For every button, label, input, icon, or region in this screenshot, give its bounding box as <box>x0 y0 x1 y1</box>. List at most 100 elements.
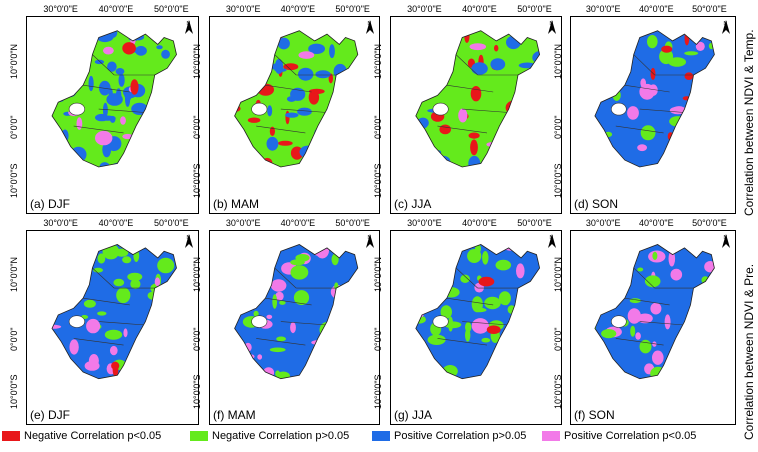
longitude-tick: 30°0'0"E <box>407 4 442 14</box>
map-panel-e: N (e) DJF 30°0'0"E 40°0'0"E 50°0'0"E 10°0'0… <box>9 218 199 425</box>
legend-label: Negative Correlation p>0.05 <box>212 430 350 442</box>
latitude-tick: 10°0'0"N <box>192 44 202 80</box>
row2-side-title: Correlation between NDVI & Pre. <box>742 263 756 440</box>
panel-label: (b) MAM <box>213 197 259 211</box>
longitude-tick: 50°0'0"E <box>692 218 727 228</box>
latitude-tick: 10°0'0"N <box>192 257 202 293</box>
longitude-tick: 40°0'0"E <box>462 4 497 14</box>
correlation-field <box>594 30 715 168</box>
longitude-tick: 50°0'0"E <box>154 4 189 14</box>
latitude-tick: 0°0'0" <box>373 327 383 351</box>
map-panel-d: N (d) SON 30°0'0"E 40°0'0"E 50°0'0"E 10°0'0… <box>553 4 736 214</box>
longitude-tick: 40°0'0"E <box>639 218 674 228</box>
correlation-field <box>415 244 540 379</box>
latitude-tick: 10°0'0"N <box>9 44 19 80</box>
legend: Negative Correlation p<0.05 Negative Cor… <box>0 430 758 448</box>
map-panel-b: N (b) MAM 30°0'0"E 40°0'0"E 50°0'0"E 10°0'0… <box>192 4 380 214</box>
longitude-tick: 50°0'0"E <box>692 4 727 14</box>
legend-label: Positive Correlation p>0.05 <box>394 430 527 442</box>
panel-label: (c) JJA <box>394 197 432 211</box>
map-panel-g: N (g) JJA 30°0'0"E 40°0'0"E 50°0'0"E 10°0'0… <box>373 218 562 425</box>
correlation-field <box>234 30 358 168</box>
correlation-field <box>415 30 540 168</box>
latitude-tick: 10°0'0"S <box>9 374 19 410</box>
legend-item: Positive Correlation p>0.05 <box>372 430 526 442</box>
legend-label: Negative Correlation p<0.05 <box>24 430 162 442</box>
longitude-tick: 30°0'0"E <box>43 4 78 14</box>
svg-text:N: N <box>550 21 554 27</box>
longitude-tick: 30°0'0"E <box>585 218 621 228</box>
latitude-tick: 0°0'0" <box>553 115 563 139</box>
longitude-tick: 50°0'0"E <box>154 218 189 228</box>
latitude-tick: 0°0'0" <box>192 327 202 351</box>
legend-swatch <box>2 431 20 441</box>
north-arrow-icon: N <box>363 18 377 38</box>
panel-label: (f) SON <box>574 408 615 422</box>
latitude-tick: 10°0'0"N <box>373 257 383 293</box>
north-arrow-icon: N <box>182 18 196 38</box>
longitude-tick: 40°0'0"E <box>98 4 134 14</box>
svg-text:N: N <box>724 21 728 27</box>
panel-label: (d) SON <box>574 197 619 211</box>
map-east-africa <box>51 30 177 168</box>
map-panel-a: N (a) DJF 30°0'0"E 40°0'0"E 50°0'0"E 10°0'0… <box>9 4 199 214</box>
map-east-africa <box>234 244 359 380</box>
north-arrow-icon: N <box>182 232 196 252</box>
north-arrow-icon: N <box>363 232 377 252</box>
latitude-tick: 10°0'0"N <box>553 257 563 293</box>
longitude-tick: 40°0'0"E <box>98 218 134 228</box>
north-arrow-icon: N <box>545 18 559 38</box>
longitude-tick: 50°0'0"E <box>517 218 552 228</box>
svg-text:N: N <box>368 235 372 241</box>
svg-text:N: N <box>724 235 728 241</box>
map-panel-c: N (c) JJA 30°0'0"E 40°0'0"E 50°0'0"E 10°0'0… <box>373 4 562 214</box>
correlation-field <box>594 244 715 379</box>
latitude-tick: 10°0'0"S <box>373 374 383 410</box>
latitude-tick: 10°0'0"N <box>373 44 383 80</box>
correlation-field <box>52 244 177 379</box>
panel-label: (e) DJF <box>30 408 70 422</box>
legend-item: Negative Correlation p<0.05 <box>2 430 161 442</box>
longitude-tick: 30°0'0"E <box>43 218 78 228</box>
svg-text:N: N <box>187 21 191 27</box>
panel-label: (g) JJA <box>394 408 433 422</box>
legend-swatch <box>372 431 390 441</box>
latitude-tick: 10°0'0"S <box>553 163 563 199</box>
longitude-tick: 40°0'0"E <box>280 218 316 228</box>
panel-label: (a) DJF <box>30 197 70 211</box>
latitude-tick: 10°0'0"S <box>553 374 563 410</box>
longitude-tick: 50°0'0"E <box>517 4 552 14</box>
latitude-tick: 0°0'0" <box>9 327 19 351</box>
north-arrow-icon: N <box>719 232 733 252</box>
latitude-tick: 10°0'0"S <box>192 374 202 410</box>
svg-text:N: N <box>368 21 372 27</box>
north-arrow-icon: N <box>545 232 559 252</box>
row1-side-title: Correlation between NDVI & Temp. <box>742 29 756 216</box>
longitude-tick: 30°0'0"E <box>585 4 621 14</box>
panel-label: (f) MAM <box>213 408 256 422</box>
map-panel-f: N (f) MAM 30°0'0"E 40°0'0"E 50°0'0"E 10°0'0… <box>192 218 380 425</box>
map-panel-h: N (f) SON 30°0'0"E 40°0'0"E 50°0'0"E 10°0'0… <box>553 218 736 425</box>
longitude-tick: 40°0'0"E <box>639 4 674 14</box>
legend-swatch <box>190 431 208 441</box>
longitude-tick: 30°0'0"E <box>225 218 261 228</box>
longitude-tick: 50°0'0"E <box>335 218 370 228</box>
latitude-tick: 0°0'0" <box>553 327 563 351</box>
svg-text:N: N <box>550 235 554 241</box>
map-east-africa <box>594 30 715 168</box>
north-arrow-icon: N <box>719 18 733 38</box>
map-east-africa <box>51 244 177 380</box>
correlation-field <box>52 30 177 168</box>
latitude-tick: 0°0'0" <box>9 115 19 139</box>
longitude-tick: 40°0'0"E <box>462 218 497 228</box>
legend-label: Positive Correlation p<0.05 <box>564 430 697 442</box>
map-east-africa <box>594 244 715 380</box>
map-east-africa <box>234 30 359 168</box>
correlation-field <box>234 244 358 379</box>
latitude-tick: 10°0'0"N <box>9 257 19 293</box>
legend-swatch <box>542 431 560 441</box>
latitude-tick: 10°0'0"S <box>192 163 202 199</box>
legend-item: Positive Correlation p<0.05 <box>542 430 696 442</box>
longitude-tick: 50°0'0"E <box>335 4 370 14</box>
latitude-tick: 0°0'0" <box>373 115 383 139</box>
